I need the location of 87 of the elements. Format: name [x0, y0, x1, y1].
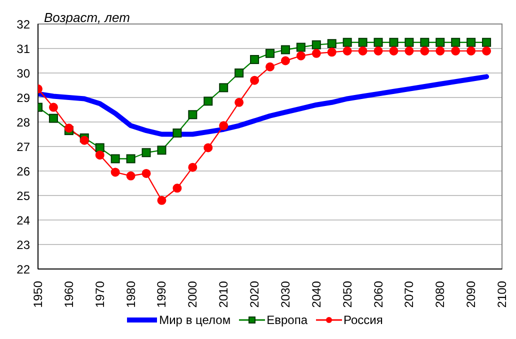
point — [436, 38, 445, 47]
point — [250, 55, 260, 64]
point — [312, 40, 321, 50]
x-tick-label: 2080 — [433, 280, 448, 308]
x-tick-label: 2020 — [248, 280, 262, 308]
point — [266, 48, 274, 58]
y-tick-label: 25 — [16, 188, 30, 203]
point — [204, 143, 213, 152]
y-tick-label: 32 — [16, 17, 30, 32]
point — [312, 48, 321, 58]
point — [157, 196, 166, 205]
point — [389, 46, 398, 56]
point — [172, 128, 182, 138]
point — [64, 124, 74, 133]
y-tick-label: 31 — [16, 42, 30, 56]
point — [110, 154, 120, 164]
point — [172, 184, 182, 193]
point — [110, 168, 120, 177]
point — [126, 171, 136, 180]
y-tick-label: 28 — [16, 115, 30, 130]
point — [404, 46, 414, 56]
point — [95, 143, 104, 152]
point — [466, 38, 476, 47]
y-tick-label: 30 — [16, 66, 30, 80]
y-tick-label: 26 — [16, 164, 30, 178]
point — [358, 38, 368, 47]
y-tick-label: 23 — [16, 238, 30, 252]
legend-label: Россия — [342, 313, 383, 327]
point — [48, 102, 58, 112]
point — [48, 114, 58, 123]
y-tick-label: 24 — [16, 213, 30, 228]
x-tick-label: 1980 — [124, 280, 138, 308]
point — [188, 110, 198, 120]
point — [234, 98, 244, 107]
point — [342, 46, 352, 56]
y-tick-label: 22 — [16, 262, 30, 276]
point — [157, 146, 166, 155]
point — [420, 38, 430, 47]
point — [280, 45, 290, 54]
x-tick-label: 2000 — [186, 280, 200, 308]
x-tick-label: 1990 — [154, 280, 169, 308]
point — [142, 148, 151, 158]
x-tick-label: 2040 — [309, 280, 324, 308]
point — [327, 39, 336, 48]
legend-label: Мир в целом — [158, 313, 231, 327]
point — [466, 46, 476, 56]
point — [266, 62, 274, 72]
point — [95, 150, 104, 160]
point — [204, 96, 213, 106]
point — [80, 136, 89, 145]
point — [234, 68, 244, 78]
x-tick-label: 2090 — [464, 280, 478, 308]
point — [188, 162, 198, 172]
x-tick-label: 2050 — [340, 280, 354, 308]
point — [420, 46, 430, 56]
point — [374, 38, 383, 47]
point — [358, 46, 368, 56]
point — [219, 121, 228, 130]
point — [250, 76, 260, 85]
legend-label: Европа — [266, 313, 308, 327]
point — [126, 154, 136, 164]
point — [296, 51, 306, 60]
point — [374, 46, 383, 56]
point — [342, 38, 352, 47]
x-tick-label: 2010 — [216, 280, 231, 308]
y-axis-title: Возраст, лет — [44, 10, 130, 25]
point — [296, 42, 306, 52]
point — [482, 38, 492, 47]
x-tick-label: 2060 — [371, 280, 386, 308]
x-tick-label: 2070 — [402, 280, 416, 308]
y-tick-label: 27 — [16, 140, 30, 154]
x-tick-label: 1970 — [92, 280, 107, 308]
point — [482, 46, 492, 56]
x-tick-label: 1960 — [62, 280, 76, 308]
point — [219, 83, 228, 92]
x-tick-label: 2030 — [278, 280, 292, 308]
point — [389, 38, 398, 47]
point — [451, 46, 460, 56]
y-tick-label: 29 — [16, 90, 30, 105]
x-tick-label: 1950 — [31, 280, 45, 308]
point — [451, 38, 460, 47]
point — [436, 46, 445, 56]
point — [327, 48, 336, 57]
point — [280, 56, 290, 66]
x-tick-label: 2100 — [495, 280, 509, 308]
point — [142, 168, 151, 178]
point — [404, 38, 414, 47]
